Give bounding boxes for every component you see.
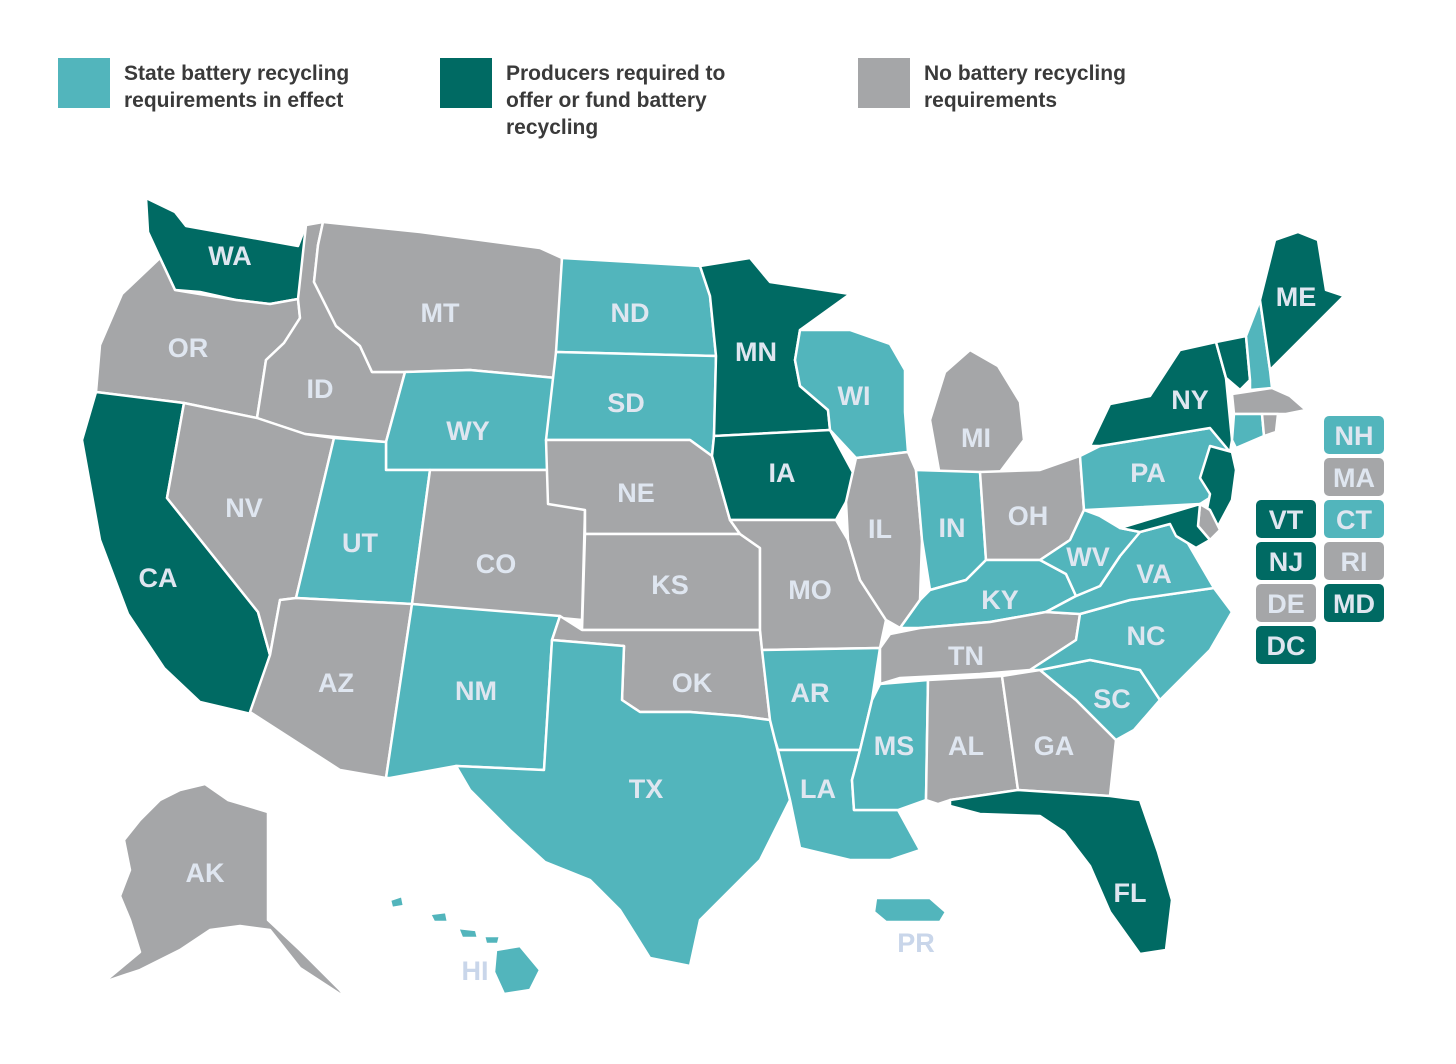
state-label-ms: MS <box>874 731 915 761</box>
small-state-box-label: MA <box>1333 463 1375 493</box>
small-state-box-ma[interactable]: MA <box>1324 458 1384 496</box>
state-label-wy: WY <box>446 416 490 446</box>
state-label-ia: IA <box>769 458 796 488</box>
state-label-ca: CA <box>139 563 178 593</box>
small-state-box-md[interactable]: MD <box>1324 584 1384 622</box>
state-label-az: AZ <box>318 668 354 698</box>
small-state-box-dc[interactable]: DC <box>1256 626 1316 664</box>
state-label-oh: OH <box>1008 501 1049 531</box>
state-label-in: IN <box>939 513 966 543</box>
state-label-ne: NE <box>617 478 655 508</box>
state-mi[interactable] <box>928 348 1026 478</box>
legend-item-state-requirements: State battery recycling requirements in … <box>58 58 349 114</box>
state-label-pr: PR <box>897 928 935 958</box>
state-label-mn: MN <box>735 337 777 367</box>
state-label-sd: SD <box>607 388 645 418</box>
state-label-id: ID <box>307 374 334 404</box>
legend-label-state-requirements: State battery recycling requirements in … <box>124 62 350 112</box>
small-state-box-label: DE <box>1267 589 1305 619</box>
state-label-nv: NV <box>225 493 263 523</box>
state-label-or: OR <box>168 333 209 363</box>
state-md[interactable] <box>1118 502 1212 550</box>
state-label-ak: AK <box>186 858 225 888</box>
small-state-box-bg <box>1256 584 1316 622</box>
state-ma[interactable] <box>1230 386 1308 416</box>
state-label-pa: PA <box>1130 458 1166 488</box>
small-state-box-ct[interactable]: CT <box>1324 500 1384 538</box>
state-label-ny: NY <box>1171 385 1209 415</box>
small-state-box-label: NH <box>1335 421 1374 451</box>
state-label-wv: WV <box>1066 542 1110 572</box>
legend-swatch-producer-required <box>440 58 492 108</box>
state-label-mt: MT <box>421 298 460 328</box>
state-label-wi: WI <box>838 381 871 411</box>
small-state-box-bg <box>1256 626 1316 664</box>
small-state-box-bg <box>1324 584 1384 622</box>
state-label-ar: AR <box>791 678 830 708</box>
small-state-box-label: DC <box>1267 631 1306 661</box>
state-vt[interactable] <box>1214 334 1252 392</box>
state-ak[interactable] <box>102 782 348 1000</box>
state-ia[interactable] <box>710 428 858 522</box>
state-label-wa: WA <box>208 241 252 271</box>
small-state-boxes: NH MA VT CT NJ RI DE MD DC <box>1256 416 1384 664</box>
small-state-box-de[interactable]: DE <box>1256 584 1316 622</box>
state-ct[interactable] <box>1230 412 1266 450</box>
legend: State battery recycling requirements in … <box>58 58 1238 148</box>
small-state-box-bg <box>1324 458 1384 496</box>
state-pr[interactable] <box>872 896 948 924</box>
state-tx[interactable] <box>454 638 792 968</box>
state-ri[interactable] <box>1260 412 1280 438</box>
state-label-ut: UT <box>342 528 378 558</box>
legend-item-producer-required: Producers required to offer or fund batt… <box>440 58 725 141</box>
state-label-nc: NC <box>1127 621 1166 651</box>
state-label-tn: TN <box>948 641 984 671</box>
state-label-fl: FL <box>1114 878 1147 908</box>
state-label-il: IL <box>868 514 892 544</box>
state-label-co: CO <box>476 549 517 579</box>
state-label-va: VA <box>1136 559 1172 589</box>
legend-label-no-requirements: No battery recycling requirements <box>924 62 1126 112</box>
state-label-ky: KY <box>981 585 1019 615</box>
small-state-box-label: CT <box>1336 505 1372 535</box>
small-state-box-ri[interactable]: RI <box>1324 542 1384 580</box>
small-state-box-label: VT <box>1269 505 1304 535</box>
small-state-box-label: NJ <box>1269 547 1304 577</box>
state-label-mo: MO <box>788 575 832 605</box>
small-state-box-label: RI <box>1341 547 1368 577</box>
small-state-box-label: MD <box>1333 589 1375 619</box>
state-label-mi: MI <box>961 423 991 453</box>
state-label-tx: TX <box>629 774 664 804</box>
state-label-ks: KS <box>651 570 689 600</box>
state-labels: WA OR CA ID NV MT WY UT AZ CO NM ND SD NE KS OK TX MN IA MO… <box>139 241 1317 986</box>
state-label-al: AL <box>948 731 984 761</box>
state-label-nm: NM <box>455 676 497 706</box>
state-label-me: ME <box>1276 282 1317 312</box>
state-label-la: LA <box>800 774 836 804</box>
legend-swatch-no-requirements <box>858 58 910 108</box>
legend-item-no-requirements: No battery recycling requirements <box>858 58 1126 114</box>
state-fl[interactable] <box>948 788 1174 956</box>
legend-swatch-state-requirements <box>58 58 110 108</box>
state-label-sc: SC <box>1093 684 1131 714</box>
legend-label-producer-required: Producers required to offer or fund batt… <box>506 62 726 139</box>
state-label-ga: GA <box>1034 731 1075 761</box>
small-state-box-bg <box>1324 500 1384 538</box>
state-shapes <box>80 196 1346 1000</box>
state-label-ok: OK <box>672 668 713 698</box>
state-label-hi: HI <box>462 956 489 986</box>
state-label-nd: ND <box>611 298 650 328</box>
small-state-box-bg <box>1324 416 1384 454</box>
small-state-box-bg <box>1324 542 1384 580</box>
state-me[interactable] <box>1258 230 1346 372</box>
small-state-box-bg <box>1256 542 1316 580</box>
small-state-box-bg <box>1256 500 1316 538</box>
small-state-box-nh[interactable]: NH <box>1324 416 1384 454</box>
small-state-box-nj[interactable]: NJ <box>1256 542 1316 580</box>
small-state-box-vt[interactable]: VT <box>1256 500 1316 538</box>
state-hi[interactable] <box>388 894 542 996</box>
